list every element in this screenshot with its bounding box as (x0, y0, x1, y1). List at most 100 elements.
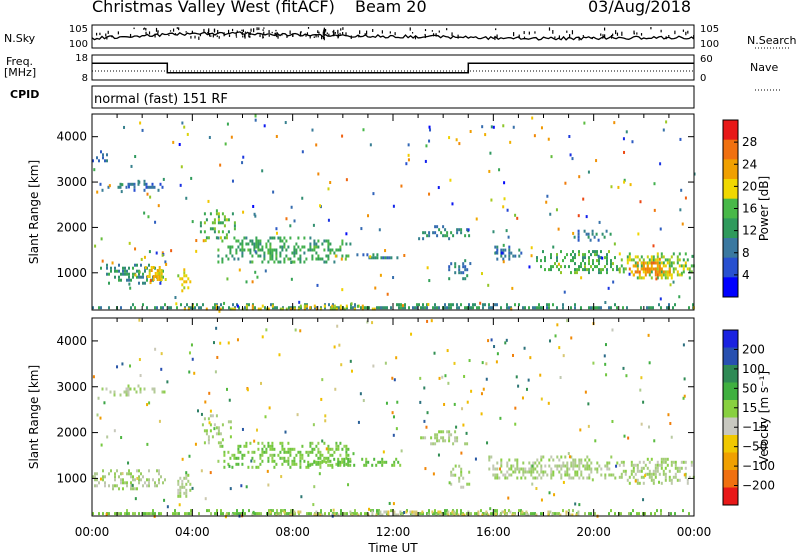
velocity-cell (209, 429, 212, 433)
velocity-speckle (332, 508, 335, 512)
power-cell (352, 306, 354, 310)
power-cell (255, 245, 258, 249)
velocity-cell (255, 465, 258, 469)
power-cell (183, 271, 186, 275)
velocity-speckle (134, 497, 137, 501)
velocity-cell (156, 484, 158, 488)
nsearch-point (566, 30, 568, 33)
velocity-speckle (548, 491, 551, 495)
power-cell (132, 272, 134, 276)
power-cells (92, 114, 696, 313)
power-cell (148, 272, 151, 275)
velocity-cell (554, 464, 557, 468)
velocity-cell (223, 465, 226, 469)
power-cell (373, 307, 376, 311)
velocity-cell (536, 464, 539, 468)
power-cell (660, 267, 663, 271)
power-speckle (540, 126, 543, 130)
power-speckle (530, 254, 533, 258)
velocity-cell (636, 466, 639, 470)
power-speckle (489, 151, 492, 155)
power-cell (662, 255, 665, 259)
power-cell (592, 262, 594, 266)
nsearch-point (685, 31, 687, 36)
power-cell (120, 272, 122, 276)
velocity-cell (225, 513, 228, 517)
power-cell (426, 306, 428, 310)
power-speckle (484, 133, 487, 137)
velocity-cell (315, 460, 318, 464)
velocity-cell (596, 461, 599, 465)
power-speckle (475, 217, 478, 221)
power-cell (628, 258, 631, 262)
velocity-cell (668, 469, 671, 473)
power-cell (584, 253, 586, 257)
power-speckle (242, 210, 245, 214)
velocity-speckle (448, 481, 451, 485)
power-cell (644, 267, 647, 271)
velocity-cell (512, 464, 515, 468)
velocity-cell (317, 447, 320, 451)
velocity-cell (234, 512, 236, 516)
date-label: 03/Aug/2018 (588, 0, 692, 16)
velocity-cell (496, 476, 499, 480)
velocity-cell (335, 441, 338, 445)
power-cell (233, 227, 236, 231)
velocity-cell (378, 509, 380, 513)
velocity-speckle (296, 413, 299, 417)
velocity-cell (129, 387, 132, 391)
velocity-speckle (320, 397, 323, 401)
velocity-cell (158, 512, 160, 516)
power-cell (106, 263, 108, 267)
velocity-cell (289, 447, 292, 451)
velocity-speckle (642, 498, 645, 502)
velocity-cell (550, 467, 553, 471)
power-cell (662, 261, 665, 265)
power-cell (319, 257, 322, 261)
power-cell (682, 258, 685, 262)
power-cell (462, 262, 465, 266)
power-cell (412, 306, 414, 310)
velocity-cell (670, 478, 673, 482)
power-cell (626, 306, 628, 310)
power-cell (540, 265, 542, 269)
velocity-cell (492, 467, 495, 471)
power-cell (658, 267, 661, 271)
power-cell (488, 306, 490, 310)
velocity-cell (127, 390, 130, 394)
power-cell (598, 262, 600, 266)
power-cell (426, 303, 428, 307)
power-cell (148, 263, 150, 267)
velocity-speckle (357, 420, 360, 424)
velocity-speckle (466, 400, 469, 404)
power-speckle (127, 185, 130, 189)
velocity-cell (319, 513, 322, 517)
velocity-cell (630, 469, 633, 473)
velocity-cell (542, 455, 545, 459)
velocity-cell (688, 512, 690, 516)
velocity-cell (184, 512, 186, 516)
velocity-ylabel: Slant Range [km] (27, 365, 41, 469)
velocity-cell (494, 467, 497, 471)
power-cell (460, 303, 462, 307)
power-cell (229, 307, 232, 311)
power-cell (275, 254, 278, 258)
velocity-cell (494, 509, 496, 513)
power-cell (217, 236, 220, 240)
velocity-speckle (463, 374, 466, 378)
power-cell (227, 230, 230, 234)
power-cell (245, 307, 248, 311)
velocity-cell (686, 481, 689, 485)
power-cell (652, 267, 655, 271)
power-speckle (254, 214, 257, 218)
power-cell (142, 272, 144, 276)
velocity-cell (259, 453, 262, 457)
velocity-cell (248, 509, 250, 513)
plot-title: Christmas Valley West (fitACF) (92, 0, 335, 16)
velocity-cell (400, 512, 402, 516)
velocity-cell (508, 473, 511, 477)
power-speckle (425, 144, 428, 148)
velocity-cell (488, 458, 491, 462)
velocity-cell (644, 463, 647, 467)
power-cell (120, 306, 122, 310)
